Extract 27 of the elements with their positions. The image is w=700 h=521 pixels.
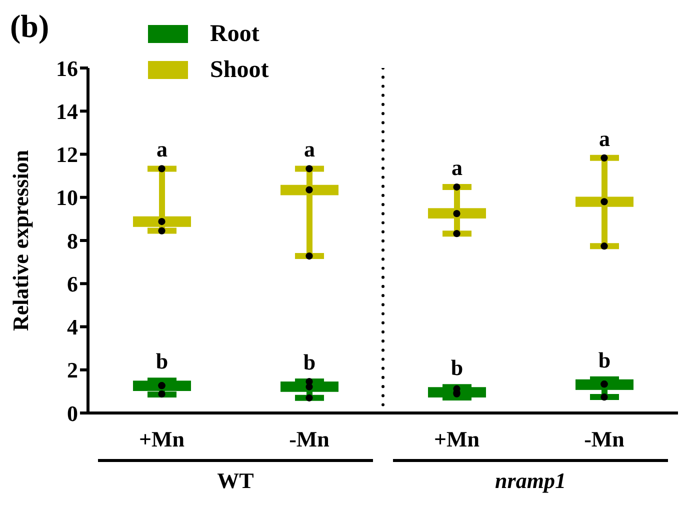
text: nramp1 xyxy=(495,468,566,493)
y-tick-label: 8 xyxy=(67,228,78,254)
text: a xyxy=(452,155,462,180)
legend-label: Shoot xyxy=(210,56,269,84)
text: a xyxy=(304,136,315,162)
text: a xyxy=(599,126,610,151)
y-tick-label: 12 xyxy=(56,142,78,168)
y-tick-label: 4 xyxy=(67,314,78,340)
y-axis-title: Relative expression xyxy=(8,150,33,332)
legend-label: Root xyxy=(210,20,260,48)
y-tick-label: 6 xyxy=(67,271,78,296)
text: a xyxy=(156,136,168,162)
text: b xyxy=(598,347,611,372)
chart-title: (b) xyxy=(10,8,50,45)
text: b xyxy=(450,355,464,380)
y-tick-label: 14 xyxy=(56,98,78,124)
x-tick-label: +Mn xyxy=(138,426,185,452)
text: b xyxy=(303,350,316,375)
y-tick-label: 16 xyxy=(56,56,78,81)
text: WT xyxy=(217,468,254,493)
y-tick-label: 2 xyxy=(67,358,78,383)
y-tick-label: 10 xyxy=(56,185,78,210)
x-tick-label: -Mn xyxy=(289,426,330,452)
x-tick-label: +Mn xyxy=(434,426,480,452)
text: b xyxy=(156,348,168,374)
y-tick-label: 0 xyxy=(67,400,78,426)
x-tick-label: -Mn xyxy=(584,426,624,452)
